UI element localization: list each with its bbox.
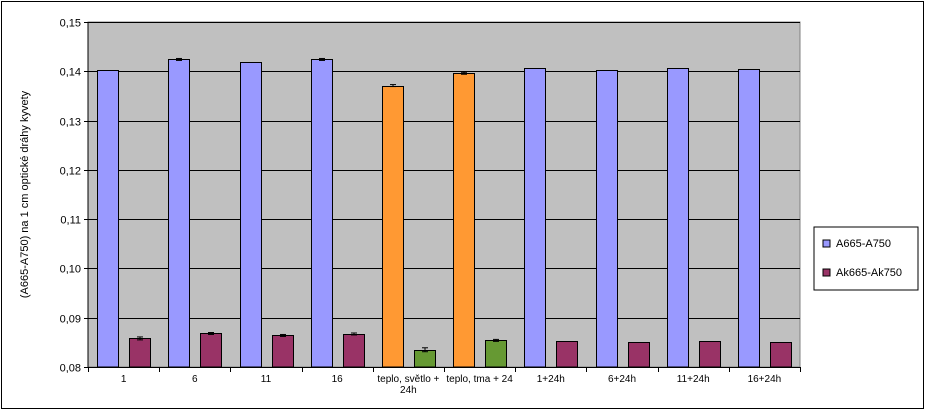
x-category-label: 6	[192, 374, 198, 385]
legend: A665-A750 Ak665-Ak750	[813, 226, 919, 291]
bar-ak665-ak750-5	[485, 340, 507, 368]
bar-a665-a750-9	[738, 69, 760, 368]
y-tick-label: 0,12	[60, 166, 81, 178]
legend-label-ak665-ak750: Ak665-Ak750	[836, 267, 902, 279]
bar-a665-a750-0	[97, 70, 119, 368]
x-category-label: teplo, tma + 24	[446, 374, 513, 385]
bar-a665-a750-5	[453, 73, 475, 368]
x-category-label: teplo, světlo +	[377, 374, 439, 385]
bar-a665-a750-1	[168, 59, 190, 368]
bar-ak665-ak750-9	[770, 342, 792, 368]
bar-ak665-ak750-2	[272, 335, 294, 368]
y-axis: 0,08 0,09 0,10 0,11 0,12 0,13 0,14 0,15	[60, 18, 89, 375]
y-tick-label: 0,10	[60, 264, 81, 276]
legend-swatch-a665-a750	[822, 239, 831, 248]
bar-ak665-ak750-1	[200, 333, 222, 368]
error-bars-group	[137, 57, 499, 353]
bar-a665-a750-7	[596, 70, 618, 368]
y-tick-label: 0,08	[60, 363, 81, 375]
x-category-label: 11	[261, 374, 272, 385]
legend-swatch-ak665-ak750	[822, 268, 831, 277]
y-axis-title: (A665-A750) na 1 cm optické dráhy kyvety	[19, 90, 31, 298]
x-category-label: 16+24h	[748, 374, 782, 385]
x-category-label: 1	[121, 374, 127, 385]
bar-ak665-ak750-7	[628, 342, 650, 368]
bar-ak665-ak750-3	[343, 334, 365, 368]
bar-a665-a750-6	[524, 68, 546, 368]
bar-a665-a750-2	[240, 62, 262, 368]
y-tick-label: 0,13	[60, 117, 81, 129]
x-category-label: 16	[332, 374, 344, 385]
bar-ak665-ak750-4	[414, 350, 436, 368]
legend-label-a665-a750: A665-A750	[836, 238, 891, 250]
y-tick-label: 0,14	[60, 67, 81, 79]
bar-ak665-ak750-6	[556, 341, 578, 368]
x-category-label: 1+24h	[537, 374, 565, 385]
bar-ak665-ak750-0	[129, 338, 151, 368]
bar-a665-a750-3	[311, 59, 333, 368]
x-category-label: 6+24h	[608, 374, 636, 385]
legend-box	[813, 226, 919, 291]
plot-area	[87, 21, 801, 368]
y-tick-label: 0,09	[60, 314, 81, 326]
bar-a665-a750-8	[667, 68, 689, 368]
bar-a665-a750-4	[382, 86, 404, 368]
y-tick-label: 0,11	[60, 215, 81, 227]
y-tick-label: 0,15	[60, 18, 81, 30]
bar-ak665-ak750-8	[699, 341, 721, 368]
x-category-label: 11+24h	[677, 374, 710, 385]
x-category-label: 24h	[400, 385, 417, 396]
